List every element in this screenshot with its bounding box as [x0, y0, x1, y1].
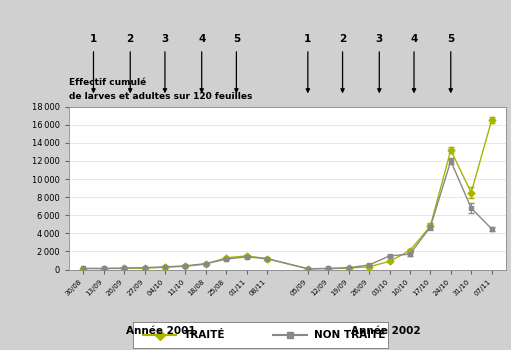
Text: NON TRAITÉ: NON TRAITÉ — [314, 330, 386, 340]
Text: 3: 3 — [376, 34, 383, 44]
Text: 4: 4 — [410, 34, 417, 44]
Text: TRAITÉ: TRAITÉ — [184, 330, 225, 340]
Text: 2: 2 — [127, 34, 134, 44]
Text: 4: 4 — [198, 34, 205, 44]
Text: 1: 1 — [304, 34, 312, 44]
Text: Effectif cumulé: Effectif cumulé — [69, 78, 146, 88]
Text: 5: 5 — [233, 34, 240, 44]
Text: 2: 2 — [339, 34, 346, 44]
Text: Année 2002: Année 2002 — [351, 326, 420, 336]
Text: 3: 3 — [161, 34, 169, 44]
Text: 5: 5 — [447, 34, 454, 44]
Text: Année 2001: Année 2001 — [126, 326, 196, 336]
Text: de larves et adultes sur 120 feuilles: de larves et adultes sur 120 feuilles — [69, 92, 252, 102]
Text: 1: 1 — [90, 34, 97, 44]
